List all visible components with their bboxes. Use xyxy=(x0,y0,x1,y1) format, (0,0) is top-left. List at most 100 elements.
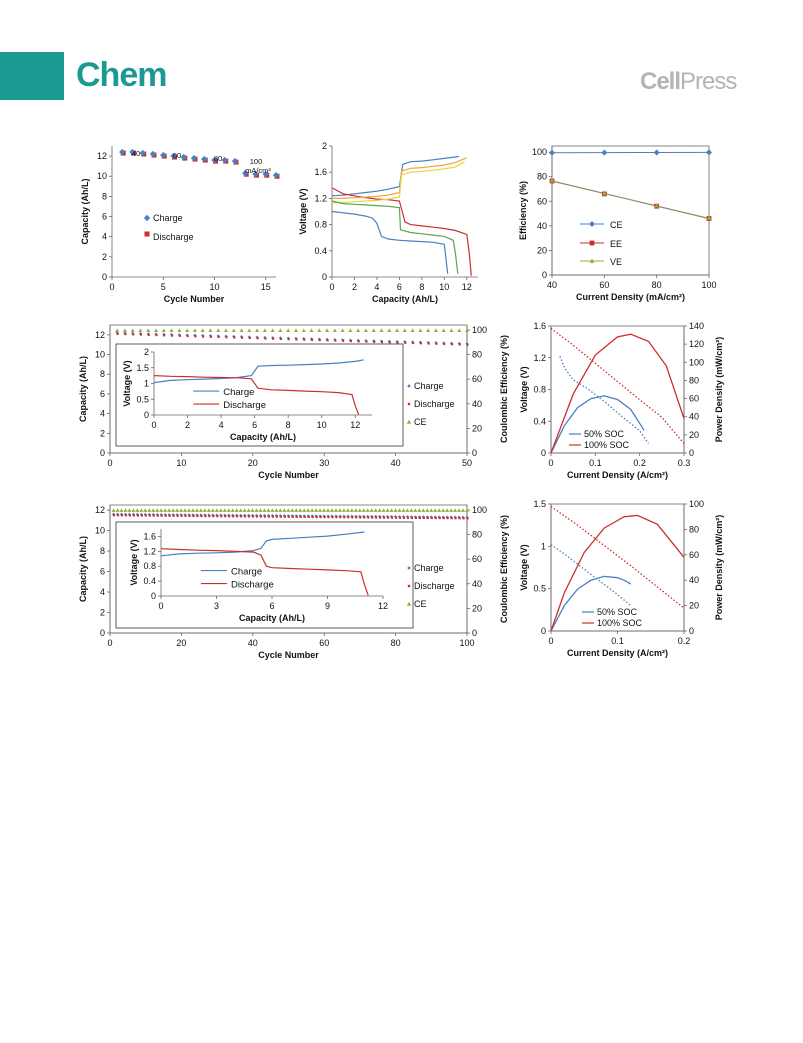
ce-point xyxy=(270,508,275,512)
y-tick-label: 100 xyxy=(532,147,547,157)
discharge-point xyxy=(271,515,275,518)
ce-point xyxy=(425,508,430,512)
discharge-point xyxy=(228,515,231,518)
ce-point xyxy=(135,508,140,512)
y2-tick-label: 40 xyxy=(472,579,482,589)
x-tick-label: 6 xyxy=(252,420,257,430)
legend-label: Discharge xyxy=(223,400,266,411)
ce-point xyxy=(262,508,267,512)
legend-label: Charge xyxy=(223,387,254,398)
y-tick-label: 8 xyxy=(100,369,105,379)
ce-point xyxy=(175,508,180,512)
x-axis-label: Cycle Number xyxy=(258,470,319,480)
legend-label: 50% SOC xyxy=(597,607,638,617)
x-tick-label: 0.1 xyxy=(611,636,624,646)
x-tick-label: 0 xyxy=(548,636,553,646)
ce-point xyxy=(326,508,331,512)
y2-tick-label: 40 xyxy=(689,412,699,422)
x-axis-label: Current Density (mA/cm²) xyxy=(576,292,685,302)
discharge-point xyxy=(163,334,166,337)
y-tick-label: 0.4 xyxy=(533,416,546,426)
ce-point xyxy=(119,508,124,512)
y-axis-label: Efficiency (%) xyxy=(518,181,528,240)
discharge-point xyxy=(295,338,298,341)
y-tick-label: 0 xyxy=(151,591,156,601)
discharge-point xyxy=(164,514,167,517)
ce-point xyxy=(465,328,469,333)
discharge-point xyxy=(462,517,465,520)
legend-label: Charge xyxy=(414,381,444,391)
discharge-point xyxy=(156,514,159,517)
legend-label: Discharge xyxy=(414,399,455,409)
ce-point xyxy=(266,508,271,512)
x-tick-label: 0.3 xyxy=(678,458,691,468)
ce-point xyxy=(290,508,295,512)
y-tick-label: 0.8 xyxy=(314,220,327,230)
voltage-curve xyxy=(331,200,459,274)
discharge-point xyxy=(194,335,197,338)
ce-point xyxy=(200,328,205,333)
discharge-point xyxy=(386,516,390,519)
discharge-point xyxy=(287,515,290,518)
ce-point xyxy=(441,328,446,333)
legend-label: Charge xyxy=(231,567,262,578)
ce-point xyxy=(151,508,156,512)
charge-point xyxy=(170,152,177,160)
ce-point xyxy=(429,508,434,512)
ce-point xyxy=(123,508,128,512)
y-tick-label: 0.4 xyxy=(143,576,156,586)
x-tick-label: 100 xyxy=(701,280,716,290)
discharge-point xyxy=(148,514,151,517)
x-tick-label: 6 xyxy=(269,601,274,611)
charge-point xyxy=(221,156,228,164)
discharge-point xyxy=(351,516,354,519)
ce-point xyxy=(274,508,279,512)
discharge-point xyxy=(236,515,239,518)
ce-point xyxy=(131,508,136,512)
legend-label: 100% SOC xyxy=(584,440,630,450)
ce-point xyxy=(301,328,306,333)
discharge-point xyxy=(209,335,213,338)
x-tick-label: 0 xyxy=(329,282,334,292)
y2-tick-label: 80 xyxy=(689,524,699,534)
discharge-point xyxy=(373,340,376,343)
y-tick-label: 0 xyxy=(100,448,105,458)
discharge-point xyxy=(371,516,374,519)
legend-marker xyxy=(589,258,595,263)
legend-label: Discharge xyxy=(153,232,194,242)
ce-point xyxy=(445,508,450,512)
discharge-point xyxy=(404,341,407,344)
inset-frame xyxy=(115,521,414,629)
discharge-point xyxy=(419,342,422,345)
x-tick-label: 80 xyxy=(652,280,662,290)
discharge-point xyxy=(232,515,235,518)
ce-point xyxy=(373,508,378,512)
legend-label: Charge xyxy=(414,563,444,573)
x-tick-label: 20 xyxy=(176,638,186,648)
legend-label: Charge xyxy=(153,213,183,223)
rate-annotation: 80 xyxy=(214,154,222,163)
ce-point xyxy=(706,149,712,156)
ce-point xyxy=(234,508,239,512)
ce-point xyxy=(206,508,211,512)
legend-marker xyxy=(407,566,411,570)
ce-point xyxy=(226,508,231,512)
x-tick-label: 0 xyxy=(107,458,112,468)
ce-point xyxy=(318,508,323,512)
discharge-point xyxy=(435,342,438,345)
y-tick-label: 0 xyxy=(102,272,107,282)
ce-point xyxy=(449,508,454,512)
discharge-point xyxy=(224,515,227,518)
discharge-point xyxy=(458,517,461,520)
rate-annotation: 60 xyxy=(173,151,181,160)
y2-tick-label: 20 xyxy=(689,601,699,611)
discharge-point xyxy=(363,516,366,519)
ce-point xyxy=(441,508,446,512)
y2-tick-label: 20 xyxy=(472,423,482,433)
discharge-point xyxy=(279,515,282,518)
ce-point xyxy=(202,508,207,512)
y2-tick-label: 0 xyxy=(689,626,694,636)
x-axis-label: Capacity (Ah/L) xyxy=(239,613,305,623)
